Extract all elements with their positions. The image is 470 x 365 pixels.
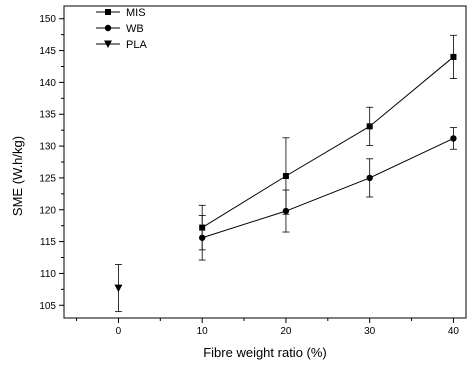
x-tick-label: 10 bbox=[197, 326, 209, 337]
data-point-mis bbox=[450, 53, 457, 60]
y-tick-label: 110 bbox=[40, 269, 56, 280]
legend-marker-mis bbox=[105, 9, 111, 15]
series-line-wb bbox=[202, 137, 454, 239]
data-point-wb bbox=[282, 207, 290, 215]
data-point-wb bbox=[450, 135, 457, 142]
legend-label-mis: MIS bbox=[126, 7, 146, 19]
plot-frame bbox=[63, 5, 467, 319]
y-tick-label: 130 bbox=[39, 142, 56, 153]
y-tick-label: 135 bbox=[39, 110, 56, 121]
data-point-mis bbox=[199, 224, 206, 231]
data-point-wb bbox=[366, 174, 373, 182]
data-point-wb bbox=[198, 234, 206, 241]
x-tick-label: 30 bbox=[364, 326, 376, 337]
y-axis-title: SME (W.h/kg) bbox=[10, 136, 25, 216]
x-tick-label: 20 bbox=[280, 326, 292, 337]
axes: 0 10 20 30 40 105 110 115 120 125 130 135 140 145 150 bbox=[39, 5, 467, 337]
legend-label-pla: PLA bbox=[126, 39, 147, 51]
data-point-mis bbox=[282, 173, 289, 180]
series-markers bbox=[114, 53, 457, 293]
y-tick-label: 115 bbox=[40, 237, 56, 248]
y-tick-label: 140 bbox=[39, 78, 56, 89]
series-lines bbox=[201, 56, 454, 239]
x-tick-label: 0 bbox=[116, 326, 122, 337]
series-line-mis bbox=[201, 56, 454, 229]
y-tick-label: 145 bbox=[39, 46, 56, 57]
data-point-pla bbox=[114, 284, 123, 293]
data-point-mis bbox=[366, 123, 373, 130]
x-tick-label: 40 bbox=[448, 326, 460, 337]
legend-label-wb: WB bbox=[126, 23, 144, 35]
y-tick-label: 150 bbox=[39, 14, 56, 25]
x-axis-title: Fibre weight ratio (%) bbox=[203, 345, 327, 360]
y-tick-label: 105 bbox=[39, 301, 56, 312]
legend: MIS WB PLA bbox=[96, 7, 147, 51]
legend-marker-pla bbox=[104, 40, 112, 48]
legend-marker-wb bbox=[104, 24, 112, 32]
y-tick-label: 125 bbox=[39, 173, 56, 184]
y-tick-label: 120 bbox=[39, 205, 56, 216]
